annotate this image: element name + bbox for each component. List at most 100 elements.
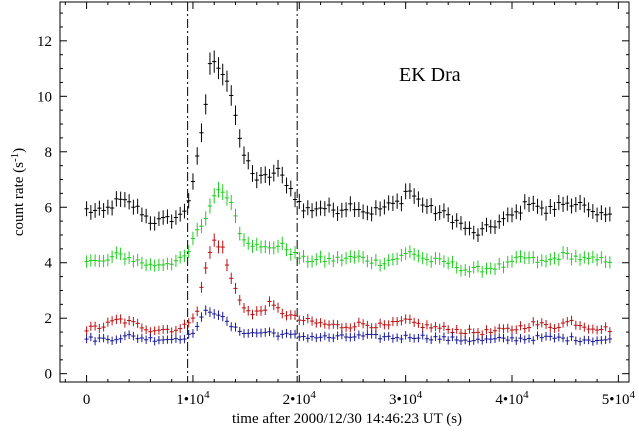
point-medium-0 — [84, 255, 89, 268]
point-total-53 — [309, 203, 315, 219]
point-total-18 — [161, 210, 166, 225]
point-total-72 — [390, 195, 396, 211]
point-hard-85 — [446, 336, 451, 345]
point-total-29 — [207, 52, 213, 75]
point-soft-48 — [288, 310, 293, 320]
point-hard-55 — [318, 333, 323, 342]
point-total-6 — [109, 200, 115, 216]
point-hard-80 — [424, 334, 430, 343]
y-tick-label-3: 6 — [45, 200, 53, 216]
point-hard-90 — [467, 337, 472, 346]
point-soft-53 — [309, 316, 315, 326]
point-medium-117 — [582, 251, 587, 264]
point-medium-104 — [526, 251, 532, 264]
point-hard-118 — [586, 335, 591, 345]
point-medium-121 — [599, 251, 604, 264]
point-hard-110 — [552, 334, 557, 343]
point-medium-90 — [467, 265, 472, 278]
point-hard-51 — [301, 332, 306, 341]
point-soft-79 — [420, 323, 425, 333]
point-soft-30 — [212, 233, 217, 247]
point-hard-87 — [454, 335, 459, 345]
point-hard-42 — [263, 328, 268, 337]
point-soft-115 — [573, 320, 578, 330]
point-medium-15 — [148, 258, 153, 271]
point-soft-73 — [395, 316, 400, 327]
point-medium-122 — [603, 255, 608, 269]
point-medium-72 — [390, 253, 396, 266]
point-medium-25 — [190, 231, 196, 246]
point-medium-17 — [156, 258, 162, 271]
point-hard-65 — [360, 331, 366, 341]
point-soft-5 — [105, 317, 110, 327]
point-hard-15 — [148, 333, 153, 342]
point-medium-74 — [399, 249, 404, 262]
point-hard-22 — [178, 335, 183, 344]
point-soft-96 — [492, 326, 498, 336]
point-soft-44 — [271, 300, 276, 311]
point-hard-16 — [152, 337, 157, 346]
point-hard-112 — [560, 333, 566, 343]
point-hard-23 — [182, 334, 187, 344]
point-hard-86 — [450, 332, 455, 342]
point-medium-53 — [309, 255, 315, 268]
point-hard-82 — [433, 332, 438, 341]
point-medium-108 — [543, 255, 549, 268]
point-total-108 — [543, 205, 549, 221]
point-medium-98 — [501, 261, 506, 274]
point-soft-14 — [144, 325, 149, 335]
point-total-58 — [331, 202, 336, 218]
point-total-94 — [484, 217, 489, 232]
point-total-15 — [148, 216, 153, 231]
point-soft-39 — [250, 309, 255, 320]
point-total-93 — [480, 221, 485, 236]
x-tick-label-4: 4•104 — [495, 389, 529, 408]
point-soft-112 — [560, 318, 566, 328]
point-hard-107 — [539, 333, 544, 342]
point-total-87 — [454, 213, 459, 228]
point-total-65 — [360, 204, 366, 220]
point-soft-122 — [603, 322, 608, 332]
point-medium-14 — [144, 259, 149, 272]
point-hard-108 — [543, 332, 549, 341]
point-medium-45 — [275, 239, 281, 253]
point-total-113 — [565, 195, 570, 211]
point-soft-57 — [326, 320, 332, 330]
point-medium-85 — [446, 257, 451, 270]
point-medium-114 — [569, 252, 574, 266]
point-total-17 — [156, 211, 162, 226]
point-total-121 — [599, 205, 604, 220]
point-hard-113 — [565, 336, 570, 345]
point-hard-77 — [412, 334, 417, 343]
point-hard-76 — [407, 333, 413, 342]
point-total-10 — [127, 194, 132, 210]
point-total-54 — [314, 201, 319, 217]
point-total-59 — [335, 206, 340, 221]
point-total-19 — [165, 209, 170, 224]
point-soft-41 — [258, 305, 264, 316]
point-medium-11 — [131, 255, 136, 268]
point-soft-107 — [539, 318, 544, 328]
point-total-89 — [463, 221, 468, 236]
x-tick-labels: 0 1•104 2•104 3•104 4•104 5•104 — [83, 389, 636, 408]
point-total-30 — [212, 50, 217, 73]
point-hard-0 — [84, 334, 89, 344]
point-soft-83 — [437, 323, 442, 333]
point-hard-47 — [284, 328, 289, 338]
point-hard-60 — [339, 330, 344, 340]
point-soft-52 — [305, 313, 310, 324]
point-hard-1 — [88, 332, 93, 342]
point-total-67 — [369, 206, 374, 222]
point-soft-22 — [178, 324, 183, 334]
point-soft-46 — [280, 308, 285, 319]
point-medium-35 — [233, 208, 238, 224]
point-medium-118 — [586, 252, 591, 265]
point-hard-8 — [118, 334, 123, 343]
point-soft-102 — [518, 321, 523, 331]
point-soft-43 — [267, 296, 272, 307]
point-hard-7 — [114, 335, 119, 344]
point-total-55 — [318, 200, 323, 216]
point-soft-97 — [497, 323, 502, 333]
point-soft-82 — [433, 322, 438, 332]
